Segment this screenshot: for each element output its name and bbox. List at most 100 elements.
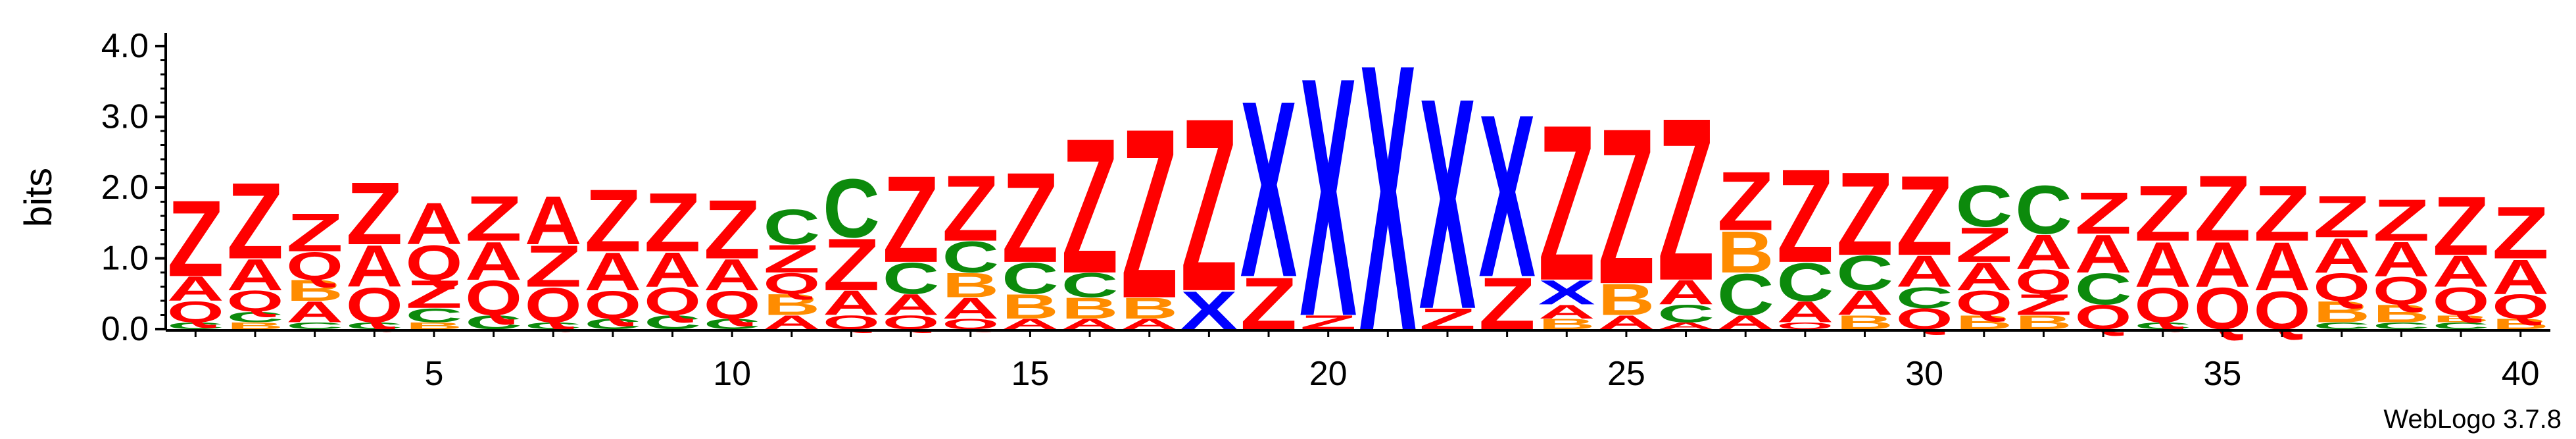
x-tick-label: 5: [424, 355, 443, 393]
logo-letter-C: C: [942, 232, 999, 282]
logo-letter-Q: Q: [644, 279, 701, 323]
logo-letter-C: C: [406, 304, 463, 326]
logo-letter-Z: Z: [823, 224, 880, 307]
logo-letter-Q: Q: [2373, 269, 2430, 313]
logo-letter-B: B: [1121, 292, 1178, 325]
logo-letter-Q: Q: [525, 278, 582, 333]
logo-letter-Z: Z: [525, 233, 582, 299]
logo-letter-Z: Z: [2492, 192, 2549, 274]
x-axis: 5 10 15 20 25 30 35 40: [166, 329, 2550, 393]
logo-letter-B: B: [227, 321, 284, 332]
logo-letter-A: A: [2433, 246, 2490, 296]
logo-letter-A: A: [286, 296, 343, 328]
logo-letter-A: A: [2492, 249, 2549, 305]
logo-letter-Q: Q: [346, 278, 403, 333]
logo-letter-A: A: [883, 288, 940, 321]
x-tick-label: 40: [2502, 355, 2540, 393]
logo-letter-Z: Z: [883, 151, 940, 289]
logo-letter-A: A: [942, 292, 999, 325]
logo-letter-Z: Z: [2075, 180, 2132, 247]
logo-letter-Q: Q: [2492, 288, 2549, 326]
logo-letter-Q: Q: [1777, 320, 1834, 331]
logo-letter-Z: Z: [1061, 98, 1119, 313]
logo-letter-B: B: [1598, 274, 1655, 324]
x-tick-label: 20: [1309, 355, 1348, 393]
logo-letter-C: C: [1061, 266, 1119, 305]
y-tick-label: 4.0: [101, 27, 149, 65]
logo-letter-Z: Z: [286, 202, 343, 263]
logo-letter-A: A: [2075, 223, 2132, 284]
logo-stacks: CQAZBCQAZCABQZCQAZBCZQACQAZCQZACQAZCQAZC…: [167, 0, 2549, 410]
logo-letter-Z: Z: [764, 237, 821, 281]
logo-letter-B: B: [286, 274, 343, 307]
logo-letter-B: B: [2433, 313, 2490, 324]
logo-letter-A: A: [704, 250, 761, 300]
x-tick-label: 25: [1607, 355, 1645, 393]
logo-letter-Q: Q: [286, 244, 343, 288]
logo-letter-Z: Z: [227, 160, 284, 282]
logo-letter-C: C: [2075, 264, 2132, 314]
logo-letter-Z: Z: [942, 156, 999, 261]
logo-letter-A: A: [2313, 228, 2370, 283]
logo-letter-Q: Q: [704, 283, 761, 327]
logo-letter-X: X: [1300, 7, 1357, 388]
logo-letter-B: B: [2373, 299, 2430, 327]
logo-letter-B: B: [942, 266, 999, 305]
logo-letter-Z: Z: [644, 175, 701, 269]
logo-letter-C: C: [1777, 251, 1834, 312]
logo-letter-A: A: [346, 234, 403, 299]
logo-letter-Z: Z: [1180, 67, 1238, 343]
logo-letter-Z: Z: [704, 182, 761, 276]
logo-letter-Z: Z: [1121, 79, 1178, 349]
logo-letter-C: C: [227, 309, 284, 325]
logo-letter-C: C: [2134, 321, 2191, 332]
logo-letter-A: A: [823, 284, 880, 323]
logo-letter-Z: Z: [1538, 78, 1595, 326]
logo-letter-Z: Z: [2373, 187, 2430, 253]
logo-letter-X: X: [1240, 48, 1298, 330]
logo-letter-A: A: [1657, 273, 1714, 312]
logo-letter-B: B: [764, 288, 821, 321]
logo-letter-B: B: [1717, 219, 1774, 285]
logo-letter-A: A: [644, 242, 701, 297]
logo-letter-C: C: [2433, 321, 2490, 332]
x-tick-label: 10: [713, 355, 751, 393]
y-axis: 0.0 1.0 2.0 3.0 4.0: [101, 27, 167, 348]
logo-letter-Q: Q: [2433, 279, 2490, 323]
logo-letter-Z: Z: [2134, 169, 2191, 257]
logo-letter-Q: Q: [2015, 263, 2072, 301]
logo-letter-C: C: [1717, 262, 1774, 328]
y-tick-label: 3.0: [101, 98, 149, 136]
logo-letter-C: C: [883, 253, 940, 303]
x-tick-label: 30: [1905, 355, 1943, 393]
x-tick-label: 15: [1011, 355, 1050, 393]
logo-letter-X: X: [1359, 0, 1417, 410]
logo-letter-A: A: [1777, 296, 1834, 328]
logo-letter-A: A: [525, 182, 582, 259]
logo-letter-Q: Q: [167, 296, 224, 328]
footer-version: WebLogo 3.7.8: [2383, 405, 2562, 434]
y-tick-label: 1.0: [101, 240, 149, 278]
logo-letter-Z: Z: [1896, 153, 1953, 279]
logo-letter-Z: Z: [2433, 179, 2490, 273]
logo-letter-Z: Z: [346, 165, 403, 263]
logo-letter-Z: Z: [1657, 70, 1714, 329]
logo-letter-X: X: [1419, 36, 1476, 373]
logo-letter-Z: Z: [2194, 156, 2251, 261]
logo-letter-Z: Z: [406, 272, 463, 317]
logo-letter-Z: Z: [1836, 148, 1893, 280]
logo-letter-C: C: [2313, 321, 2370, 332]
logo-letter-B: B: [1061, 292, 1119, 325]
logo-letter-C: C: [1836, 245, 1893, 301]
logo-letter-A: A: [1896, 246, 1953, 296]
logo-letter-A: A: [1657, 321, 1714, 332]
logo-letter-B: B: [406, 321, 463, 332]
logo-letter-Q: Q: [227, 285, 284, 318]
y-tick-label: 0.0: [101, 310, 149, 348]
logo-letter-Q: Q: [764, 267, 821, 300]
logo-letter-Q: Q: [2134, 278, 2191, 333]
logo-letter-C: C: [286, 321, 343, 332]
logo-letter-A: A: [1956, 255, 2013, 299]
logo-letter-Z: Z: [1717, 154, 1774, 248]
